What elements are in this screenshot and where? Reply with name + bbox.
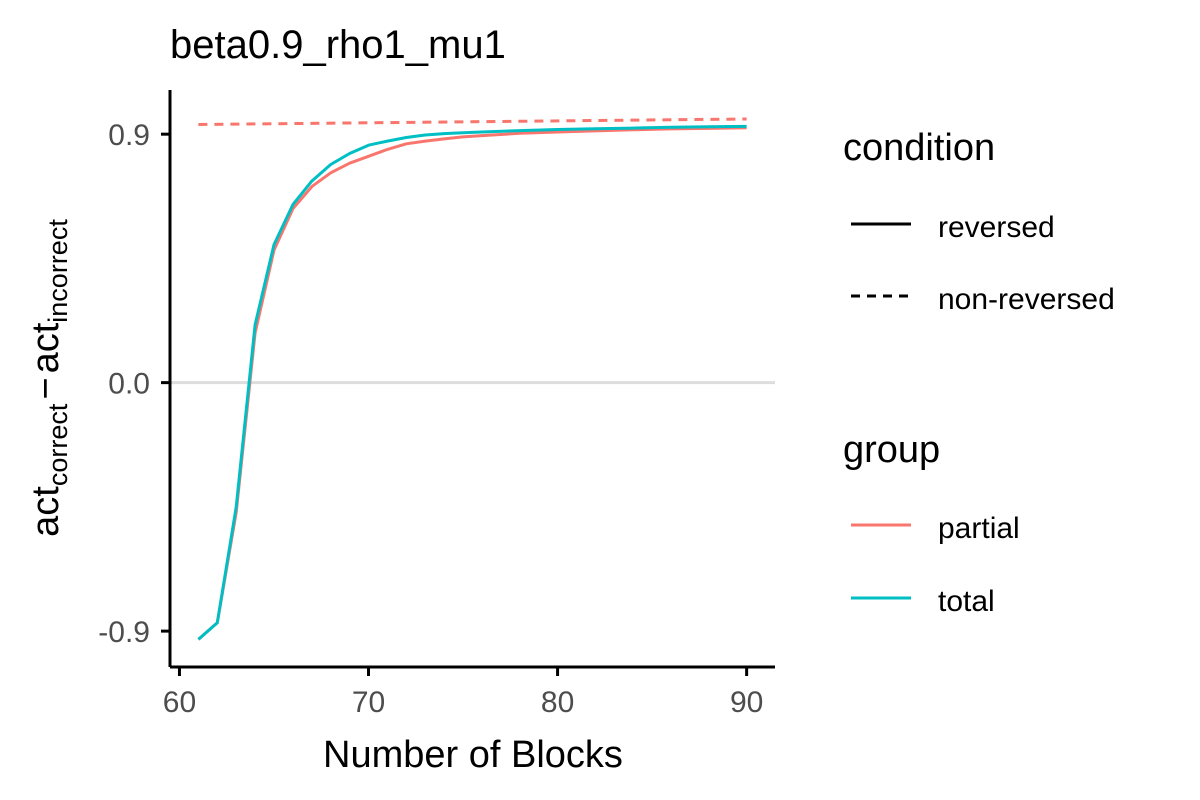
x-tick-label: 80	[541, 686, 574, 719]
y-axis-title-part1: act	[25, 486, 67, 537]
y-axis-title-minus: −	[25, 377, 67, 399]
legend-title-condition: condition	[843, 127, 995, 169]
y-axis-title-part2: act	[25, 322, 67, 373]
x-axis-title: Number of Blocks	[323, 734, 623, 776]
series-line-partial-non-reversed	[198, 117, 747, 126]
legend-title-group: group	[843, 429, 940, 471]
series-line-total-reversed	[197, 124, 747, 641]
chart-title: beta0.9_rho1_mu1	[170, 23, 506, 67]
legend: condition reversed non-reversed group pa…	[843, 127, 1115, 618]
series-layer	[197, 117, 747, 641]
y-axis-title-sub1: correct	[43, 403, 73, 486]
y-tick-label: 0.9	[108, 119, 150, 152]
x-tick-label: 70	[352, 686, 385, 719]
svg-text:actcorrect−actincorrect: actcorrect−actincorrect	[25, 219, 73, 537]
legend-label-total: total	[938, 585, 995, 618]
plot-area: 60 70 80 90 -0.9 0.0 0.9	[98, 90, 775, 719]
y-ticks: -0.9 0.0 0.9	[98, 119, 170, 649]
legend-label-reversed: reversed	[938, 211, 1055, 244]
legend-label-partial: partial	[938, 512, 1020, 545]
y-axis-title-sub2: incorrect	[43, 219, 73, 323]
y-axis-title: actcorrect−actincorrect	[25, 219, 73, 537]
x-tick-label: 60	[163, 686, 196, 719]
x-ticks: 60 70 80 90	[163, 667, 763, 719]
legend-label-non-reversed: non-reversed	[938, 283, 1115, 316]
y-tick-label: -0.9	[98, 616, 150, 649]
y-tick-label: 0.0	[108, 368, 150, 401]
x-tick-label: 90	[730, 686, 763, 719]
